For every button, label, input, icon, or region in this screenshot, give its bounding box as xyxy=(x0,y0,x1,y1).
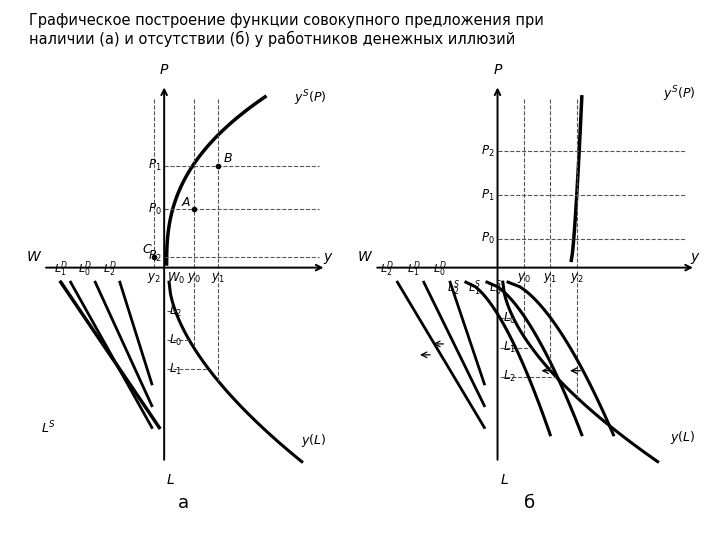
Text: $L_2$: $L_2$ xyxy=(169,303,182,319)
Text: $L_1^D$: $L_1^D$ xyxy=(53,259,68,279)
Text: $y_2$: $y_2$ xyxy=(148,271,161,285)
Text: $L_0^D$: $L_0^D$ xyxy=(78,259,93,279)
Text: B: B xyxy=(223,152,232,165)
Text: W: W xyxy=(358,250,372,264)
Text: $y^S(P)$: $y^S(P)$ xyxy=(663,85,696,104)
Text: $y(L)$: $y(L)$ xyxy=(670,429,696,446)
Text: W: W xyxy=(27,250,41,264)
Text: A: A xyxy=(181,196,190,209)
Text: $L_1^S$: $L_1^S$ xyxy=(468,279,482,298)
Text: $y_2$: $y_2$ xyxy=(570,271,583,285)
Text: $L_2$: $L_2$ xyxy=(503,369,516,384)
Text: $L_2^S$: $L_2^S$ xyxy=(447,279,461,298)
Text: y: y xyxy=(323,250,331,264)
Text: $P_0$: $P_0$ xyxy=(481,231,495,246)
Text: $L_1^D$: $L_1^D$ xyxy=(407,259,421,279)
Text: $y_0$: $y_0$ xyxy=(186,271,201,285)
Text: $P_2$: $P_2$ xyxy=(482,144,495,159)
Text: $L_2^D$: $L_2^D$ xyxy=(380,259,395,279)
Text: $L_0$: $L_0$ xyxy=(503,311,516,326)
Text: а: а xyxy=(178,494,189,511)
Text: $L_2^D$: $L_2^D$ xyxy=(103,259,117,279)
Text: $P_1$: $P_1$ xyxy=(481,187,495,202)
Text: $L_0$: $L_0$ xyxy=(169,333,182,348)
Text: $P_0$: $P_0$ xyxy=(148,202,162,217)
Text: $P_1$: $P_1$ xyxy=(148,158,162,173)
Text: $y_1$: $y_1$ xyxy=(544,271,557,285)
Text: $y_1$: $y_1$ xyxy=(212,271,225,285)
Text: P: P xyxy=(493,63,502,77)
Text: $y(L)$: $y(L)$ xyxy=(301,432,326,449)
Text: $L^S$: $L^S$ xyxy=(41,419,56,436)
Text: P: P xyxy=(160,63,168,77)
Text: $L_0^D$: $L_0^D$ xyxy=(433,259,447,279)
Text: $P_2$: $P_2$ xyxy=(148,249,162,264)
Text: $L_0^S$: $L_0^S$ xyxy=(489,279,503,298)
Text: L: L xyxy=(166,474,174,488)
Text: $y^S(P)$: $y^S(P)$ xyxy=(294,88,326,108)
Text: $L_1$: $L_1$ xyxy=(169,362,182,377)
Text: б: б xyxy=(523,494,535,511)
Text: $W_0$: $W_0$ xyxy=(166,271,185,286)
Text: Графическое построение функции совокупного предложения при
наличии (а) и отсутст: Графическое построение функции совокупно… xyxy=(29,14,544,48)
Text: L: L xyxy=(500,474,508,488)
Text: y: y xyxy=(690,250,698,264)
Text: $y_0$: $y_0$ xyxy=(517,271,531,285)
Text: C: C xyxy=(142,243,150,256)
Text: $L_1$: $L_1$ xyxy=(503,340,516,355)
